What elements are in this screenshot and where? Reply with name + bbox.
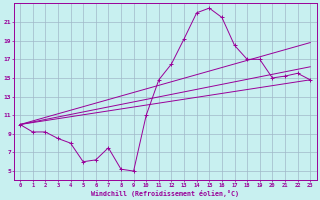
X-axis label: Windchill (Refroidissement éolien,°C): Windchill (Refroidissement éolien,°C) — [91, 190, 239, 197]
